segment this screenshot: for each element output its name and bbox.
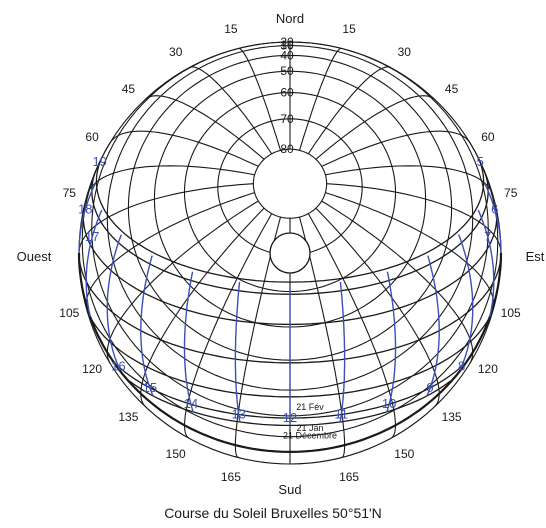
azimuth-line xyxy=(315,207,440,407)
hour-label: 15 xyxy=(143,380,157,395)
azimuth-line xyxy=(140,207,265,407)
altitude-tick-label: 30 xyxy=(280,39,294,53)
altitude-tick-label: 20 xyxy=(280,35,294,49)
altitude-tick-label: 10 xyxy=(280,38,294,52)
altitude-tick-label: 80 xyxy=(280,142,294,156)
direction-south-label: Sud xyxy=(278,482,301,497)
azimuth-tick-label-left: 105 xyxy=(59,306,79,320)
altitude-tick-label: 60 xyxy=(280,86,294,100)
hour-line xyxy=(458,234,474,371)
hour-line xyxy=(386,271,397,413)
zenith-circle xyxy=(269,232,311,274)
hour-label: 6 xyxy=(491,201,498,216)
azimuth-tick-label-right: 120 xyxy=(478,362,498,376)
sun-path-date-label: 21 Décembre xyxy=(283,430,337,440)
azimuth-line xyxy=(321,130,471,167)
hour-line xyxy=(85,209,103,317)
azimuth-line xyxy=(86,165,255,195)
azimuth-line xyxy=(78,183,254,254)
sun-path xyxy=(95,156,485,283)
azimuth-tick-label-left: 75 xyxy=(63,186,77,200)
azimuth-line xyxy=(298,216,346,458)
azimuth-tick-label-right: 60 xyxy=(481,130,495,144)
hour-line xyxy=(339,281,346,423)
hour-label: 8 xyxy=(458,359,465,374)
azimuth-line xyxy=(238,47,282,151)
hour-label: 17 xyxy=(85,229,99,244)
azimuth-line xyxy=(85,192,255,310)
hour-line xyxy=(484,183,502,252)
azimuth-line xyxy=(307,66,391,155)
azimuth-tick-label-right: 150 xyxy=(394,447,414,461)
azimuth-tick-label-left: 30 xyxy=(169,45,183,59)
azimuth-tick-label-left: 45 xyxy=(122,82,136,96)
azimuth-line xyxy=(307,213,397,439)
hour-label: 16 xyxy=(111,359,125,374)
altitude-tick-label: 50 xyxy=(280,64,294,78)
azimuth-tick-label-left: 60 xyxy=(85,130,99,144)
hour-label: 9 xyxy=(426,380,433,395)
azimuth-tick-label-left: 150 xyxy=(166,447,186,461)
azimuth-tick-label-right: 30 xyxy=(398,45,412,59)
hour-line xyxy=(477,209,495,317)
hour-line xyxy=(426,255,440,397)
hour-label: 18 xyxy=(78,201,92,216)
altitude-tick-label: 40 xyxy=(280,48,294,62)
azimuth-line xyxy=(325,165,494,195)
azimuth-tick-label-left: 135 xyxy=(118,410,138,424)
hour-label: 14 xyxy=(184,396,198,411)
azimuth-line xyxy=(234,216,282,458)
hour-label: 13 xyxy=(231,407,245,422)
chart-caption: Course du Soleil Bruxelles 50°51'N xyxy=(164,505,382,521)
hour-line xyxy=(183,271,194,413)
azimuth-tick-label-left: 15 xyxy=(224,22,238,36)
altitude-ring xyxy=(252,148,328,219)
azimuth-tick-label-right: 135 xyxy=(442,410,462,424)
azimuth-line xyxy=(325,192,495,310)
azimuth-tick-label-right: 75 xyxy=(504,186,518,200)
hour-label: 7 xyxy=(484,229,491,244)
azimuth-line xyxy=(189,66,273,155)
altitude-tick-label: 70 xyxy=(280,112,294,126)
azimuth-tick-label-right: 15 xyxy=(342,22,356,36)
azimuth-line xyxy=(315,95,436,160)
hour-label: 12 xyxy=(283,410,297,425)
hour-label: 11 xyxy=(335,407,349,422)
azimuth-line xyxy=(326,183,502,254)
hour-label: 5 xyxy=(477,154,484,169)
direction-east-label: Est xyxy=(526,249,545,264)
azimuth-tick-label-left: 165 xyxy=(221,470,241,484)
azimuth-line xyxy=(321,200,474,364)
azimuth-tick-label-right: 105 xyxy=(501,306,521,320)
azimuth-line xyxy=(144,95,265,160)
hour-label: 10 xyxy=(382,396,396,411)
azimuth-line xyxy=(298,47,342,151)
hour-line xyxy=(78,183,96,252)
hour-line xyxy=(234,281,241,423)
azimuth-tick-label-right: 165 xyxy=(339,470,359,484)
hour-line xyxy=(106,234,122,371)
azimuth-line xyxy=(106,200,259,364)
hour-label: 19 xyxy=(92,154,106,169)
azimuth-line xyxy=(183,213,273,439)
sun-path-date-label: 21 Fév xyxy=(296,402,324,412)
hour-line xyxy=(140,255,154,397)
sun-path-date-label: 21 Jan xyxy=(296,423,323,433)
direction-west-label: Ouest xyxy=(17,249,52,264)
direction-north-label: Nord xyxy=(276,11,304,26)
azimuth-tick-label-right: 45 xyxy=(445,82,459,96)
azimuth-tick-label-left: 120 xyxy=(82,362,102,376)
azimuth-line xyxy=(109,130,259,167)
